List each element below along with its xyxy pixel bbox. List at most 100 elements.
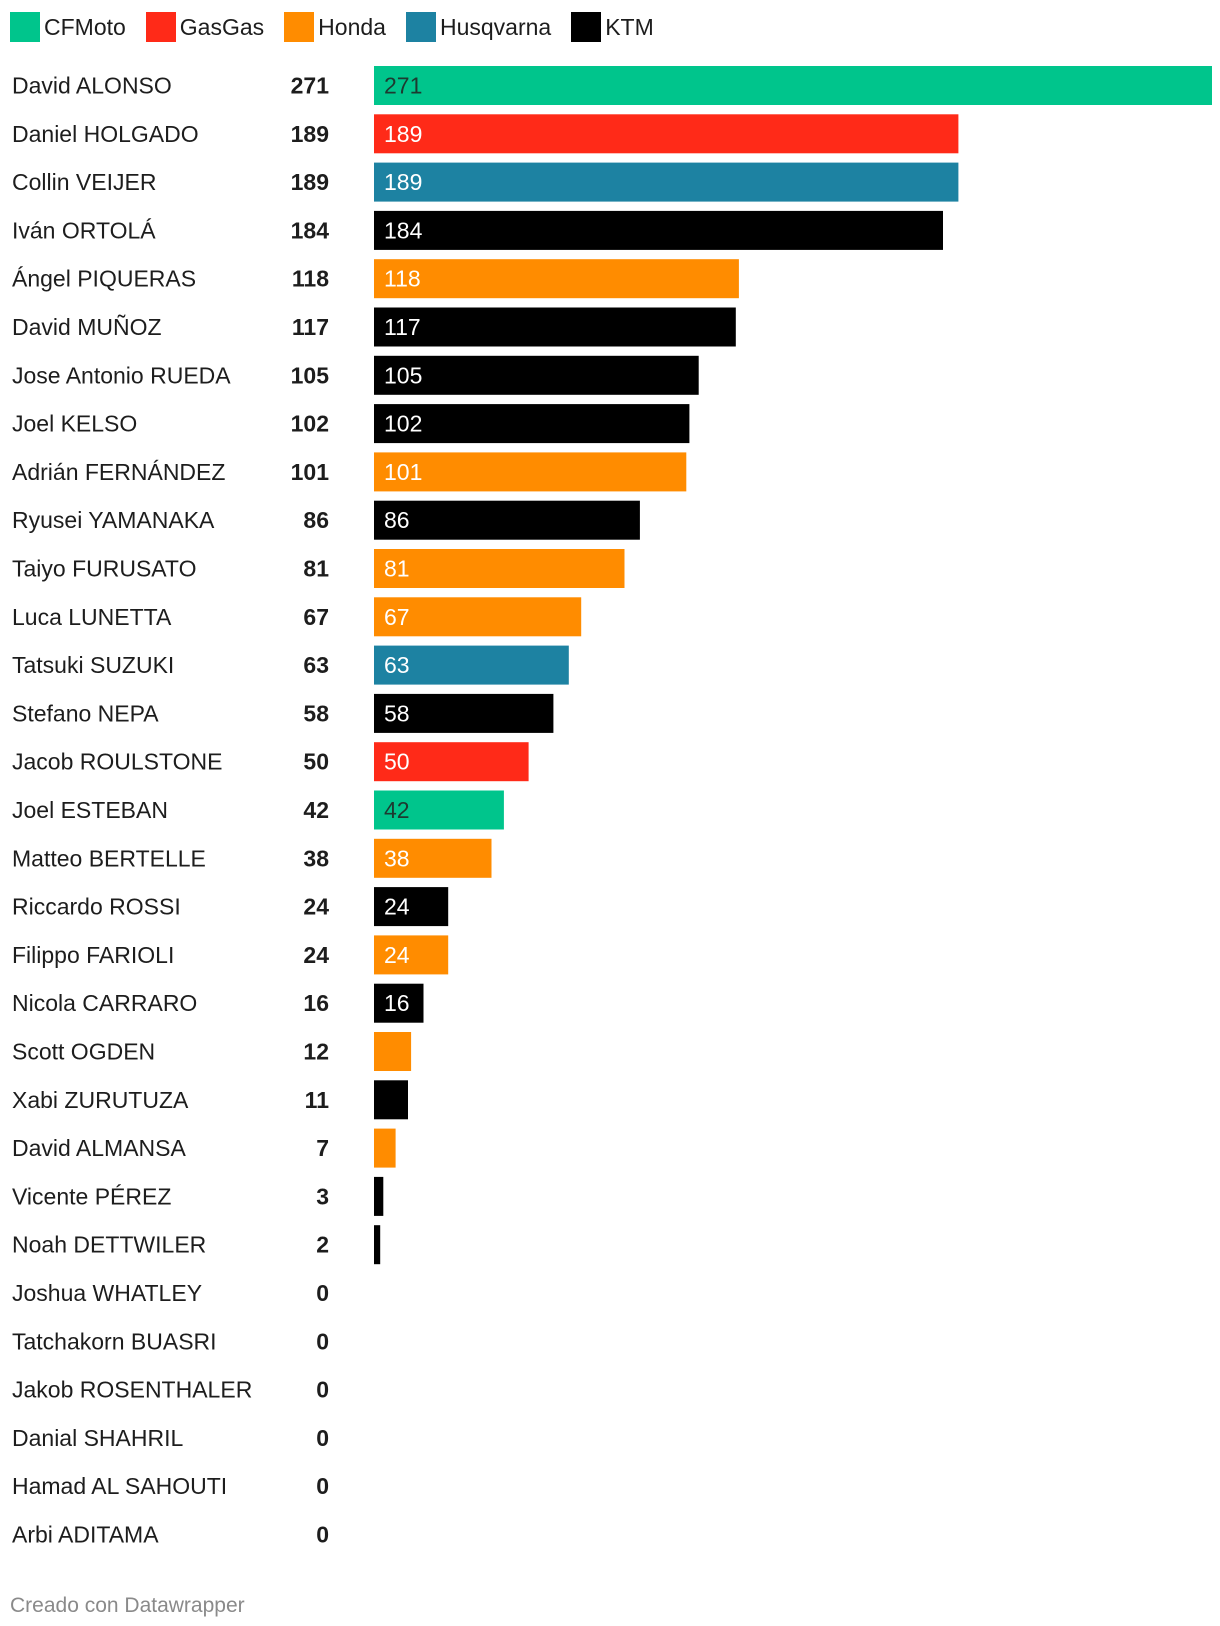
rider-name: Scott OGDEN [12,1039,155,1065]
rider-name: Jacob ROULSTONE [12,749,222,775]
rider-name: David MUÑOZ [12,314,162,340]
points-value: 63 [303,652,329,678]
rider-name: Collin VEIJER [12,169,156,195]
bar-chart: David ALONSO 271 271 Daniel HOLGADO 189 189 Co… [12,66,1212,1548]
points-value: 42 [303,797,329,823]
rider-name: Taiyo FURUSATO [12,556,196,582]
bar [374,1225,381,1265]
legend-swatch-gasgas [145,12,176,42]
bar [374,887,449,927]
rider-name: Hamad AL SAHOUTI [12,1473,227,1499]
points-value: 81 [303,556,329,582]
bar [374,404,690,444]
bar-label: 118 [384,266,421,292]
points-value: 50 [303,749,329,775]
rider-name: Ryusei YAMANAKA [12,507,215,533]
points-value: 24 [303,894,329,920]
bar [374,66,1212,105]
bar-label: 24 [384,942,410,968]
bar-label: 271 [384,73,422,99]
points-value: 0 [316,1522,329,1548]
points-value: 189 [291,169,329,195]
bar-label: 67 [384,604,410,630]
points-value: 105 [291,362,330,388]
points-value: 0 [316,1473,329,1499]
bar [374,1032,412,1071]
bar [374,1128,396,1168]
bar [374,210,943,250]
bar [374,742,529,782]
rider-name: Riccardo ROSSI [12,894,181,920]
points-value: 67 [303,604,329,630]
legend-item-cfmoto: CFMoto [10,12,126,42]
bar [374,500,640,540]
bar-label: 189 [384,169,422,195]
bar [374,1176,384,1216]
points-value: 117 [292,314,329,340]
bar-label: 105 [384,362,422,388]
points-value: 0 [316,1328,329,1354]
rider-name: Joel ESTEBAN [12,797,168,823]
legend-swatch-honda [284,12,315,42]
rider-name: Vicente PÉREZ [12,1183,171,1209]
bar [374,549,625,588]
rider-name: Jakob ROSENTHALER [12,1377,252,1403]
rider-name: Stefano NEPA [12,700,159,726]
rider-name: Jose Antonio RUEDA [12,362,231,388]
points-value: 101 [291,459,330,485]
rider-name: Tatsuki SUZUKI [12,652,174,678]
rider-name: Filippo FARIOLI [12,942,174,968]
bar-label: 16 [384,990,410,1016]
points-value: 102 [291,411,329,437]
points-value: 0 [316,1280,329,1306]
bar [374,790,504,830]
points-value: 3 [316,1183,329,1209]
points-value: 16 [303,990,329,1016]
legend-item-husqvarna: Husqvarna [405,12,552,42]
points-value: 58 [303,700,329,726]
bar-label: 42 [384,797,410,823]
bar [374,259,739,299]
bar [374,693,554,733]
footer-credit: Creado con Datawrapper [10,1594,245,1617]
bar-label: 117 [384,314,421,340]
bar [374,114,959,154]
points-value: 7 [316,1135,329,1161]
rider-name: Joshua WHATLEY [12,1280,202,1306]
rider-name: Nicola CARRARO [12,990,197,1016]
legend-swatch-ktm [571,12,602,42]
rider-name: Iván ORTOLÁ [12,217,156,243]
bar-label: 81 [384,556,410,582]
rider-name: Xabi ZURUTUZA [12,1087,189,1113]
bar-label: 50 [384,749,410,775]
bar-label: 102 [384,411,422,437]
bar [374,307,736,347]
bar-label: 63 [384,652,410,678]
bar-label: 184 [384,217,423,243]
rider-name: Tatchakorn BUASRI [12,1328,217,1354]
points-value: 2 [316,1232,329,1258]
rider-name: David ALONSO [12,73,172,99]
bar [374,838,492,878]
bar [374,597,582,637]
bar [374,1080,408,1120]
legend-label-honda: Honda [318,13,386,40]
points-value: 189 [291,121,329,147]
bar-label: 189 [384,121,422,147]
bar [374,983,424,1023]
rider-name: Danial SHAHRIL [12,1425,183,1451]
rider-name: Noah DETTWILER [12,1232,206,1258]
rider-name: Ángel PIQUERAS [12,266,196,292]
legend-item-honda: Honda [284,12,386,42]
bar-label: 58 [384,700,410,726]
points-value: 271 [291,73,330,99]
points-value: 0 [316,1425,329,1451]
legend-label-husqvarna: Husqvarna [439,13,552,40]
points-value: 86 [303,507,329,533]
points-value: 118 [292,266,329,292]
points-value: 12 [303,1039,329,1065]
rider-name: Joel KELSO [12,411,137,437]
points-value: 24 [303,942,329,968]
legend-label-cfmoto: CFMoto [44,13,126,40]
bar [374,355,699,395]
